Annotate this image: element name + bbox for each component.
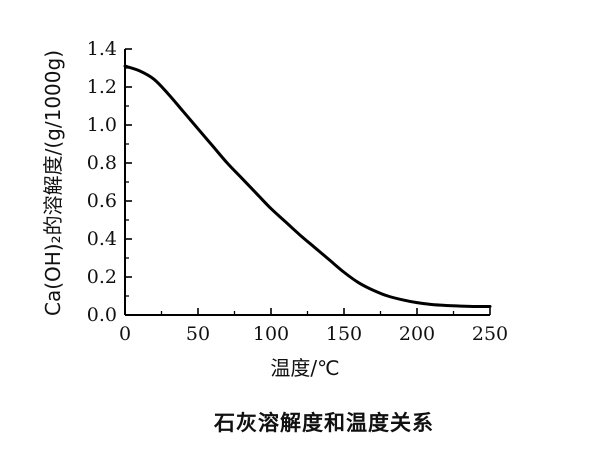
y-tick-label: 0.2 <box>87 266 117 288</box>
y-tick-label: 0.6 <box>87 190 117 212</box>
x-tick-label: 150 <box>326 323 362 345</box>
chart-ticks <box>124 48 491 316</box>
y-tick-label: 1.0 <box>87 114 117 136</box>
x-tick-label: 0 <box>119 323 131 345</box>
y-tick-label: 1.4 <box>87 38 117 60</box>
y-tick-label: 1.2 <box>87 76 117 98</box>
x-tick-label: 250 <box>472 323 508 345</box>
y-tick-label: 0.0 <box>87 304 117 326</box>
x-axis-label: 温度/℃ <box>270 356 339 380</box>
x-tick-label: 50 <box>186 323 210 345</box>
chart-axes <box>124 49 490 316</box>
y-axis-label: Ca(OH)₂的溶解度/(g/1000g) <box>41 50 65 316</box>
chart-tick-labels: 0 50 100 150 200 250 0.0 0.2 0.4 0.6 0.8 1.0 1.2 1.4 <box>87 38 508 345</box>
y-tick-label: 0.4 <box>87 228 117 250</box>
x-tick-label: 200 <box>399 323 435 345</box>
x-tick-label: 100 <box>253 323 289 345</box>
chart-caption: 石灰溶解度和温度关系 <box>213 411 434 435</box>
solubility-curve <box>123 64 492 308</box>
y-tick-label: 0.8 <box>87 152 117 174</box>
